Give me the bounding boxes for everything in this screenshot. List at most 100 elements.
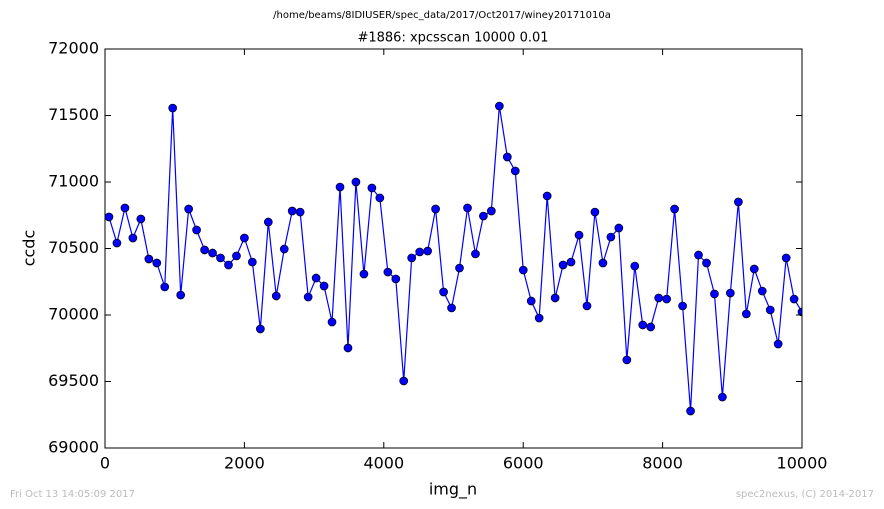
data-point: [694, 250, 703, 260]
data-point: [351, 177, 361, 187]
data-point: [558, 260, 568, 270]
data-point: [224, 260, 233, 270]
suptitle: /home/beams/8IDIUSER/spec_data/2017/Oct2…: [273, 10, 611, 21]
x-tick-label: 8000: [642, 454, 683, 473]
data-point: [375, 193, 385, 203]
data-point: [311, 273, 321, 283]
data-point: [749, 264, 759, 274]
data-point: [471, 249, 480, 259]
y-tick-label: 71000: [48, 172, 99, 191]
data-point: [263, 217, 273, 227]
data-point: [112, 238, 122, 248]
data-point: [518, 265, 528, 275]
data-point: [686, 406, 695, 416]
data-point: [415, 247, 425, 257]
x-tick-label: 4000: [363, 454, 404, 473]
data-point: [486, 206, 496, 216]
data-point: [526, 296, 536, 306]
y-tick-label: 70000: [48, 305, 99, 324]
data-point: [200, 245, 209, 255]
data-point: [319, 281, 329, 291]
y-tick-label: 71500: [48, 105, 99, 124]
data-point: [598, 258, 608, 268]
data-point: [670, 204, 679, 214]
y-tick-label: 70500: [48, 238, 99, 257]
y-tick-label: 69000: [48, 438, 99, 457]
x-tick-label: 6000: [503, 454, 544, 473]
x-tick-label: 0: [100, 454, 110, 473]
data-point: [773, 339, 783, 349]
credit: spec2nexus, (C) 2014-2017: [736, 489, 874, 500]
data-point: [781, 253, 791, 263]
data-point: [247, 257, 257, 267]
data-point: [510, 166, 520, 176]
data-point: [718, 392, 727, 402]
data-point: [327, 317, 337, 327]
data-point: [646, 322, 656, 332]
x-tick-label: 2000: [224, 454, 265, 473]
data-point: [295, 207, 305, 217]
data-point: [479, 211, 488, 221]
data-point: [303, 292, 313, 302]
data-point: [734, 197, 743, 207]
data-point: [789, 294, 799, 304]
data-point: [495, 101, 504, 111]
data-point: [654, 293, 664, 303]
data-point: [256, 324, 265, 334]
data-point: [630, 261, 640, 271]
data-point: [144, 254, 154, 264]
data-point: [678, 301, 687, 311]
y-tick-label: 72000: [48, 39, 99, 58]
plot-area: [105, 101, 802, 416]
data-point: [192, 225, 201, 235]
x-axis-label: img_n: [429, 480, 477, 500]
data-point: [431, 204, 440, 214]
data-point: [287, 206, 297, 216]
data-point: [367, 183, 377, 193]
data-point: [741, 309, 751, 319]
x-tick-label: 10000: [777, 454, 828, 473]
data-point: [271, 291, 281, 301]
data-point: [105, 212, 114, 222]
data-point: [184, 204, 193, 214]
data-point: [160, 282, 170, 292]
data-point: [455, 263, 464, 273]
data-point: [574, 230, 584, 240]
data-point: [702, 258, 711, 268]
data-point: [216, 253, 225, 263]
data-point: [407, 253, 417, 263]
data-point: [502, 152, 512, 162]
data-point: [725, 288, 735, 298]
data-point: [128, 233, 138, 243]
data-point: [710, 289, 719, 299]
data-point: [423, 246, 432, 256]
data-point: [590, 207, 600, 217]
chart-title: #1886: xpcsscan 10000 0.01: [357, 31, 548, 46]
data-point: [797, 307, 802, 317]
y-axis-label: ccdc: [20, 230, 39, 267]
data-point: [343, 343, 353, 353]
data-point: [662, 294, 671, 304]
data-point: [550, 293, 560, 303]
data-point: [463, 203, 472, 213]
data-point: [359, 269, 369, 279]
data-point: [208, 248, 217, 258]
data-point: [120, 203, 130, 213]
data-point: [168, 103, 178, 113]
data-point: [279, 244, 289, 254]
data-point: [391, 274, 401, 284]
data-point: [638, 320, 648, 330]
data-point: [335, 182, 345, 192]
data-point: [566, 257, 576, 267]
y-tick-label: 69500: [48, 371, 99, 390]
data-point: [606, 232, 616, 242]
data-line: [108, 105, 802, 412]
data-point: [152, 258, 162, 268]
data-point: [136, 214, 146, 224]
data-point: [765, 305, 775, 315]
data-point: [534, 313, 544, 323]
data-point: [439, 287, 448, 297]
data-point: [240, 233, 249, 243]
